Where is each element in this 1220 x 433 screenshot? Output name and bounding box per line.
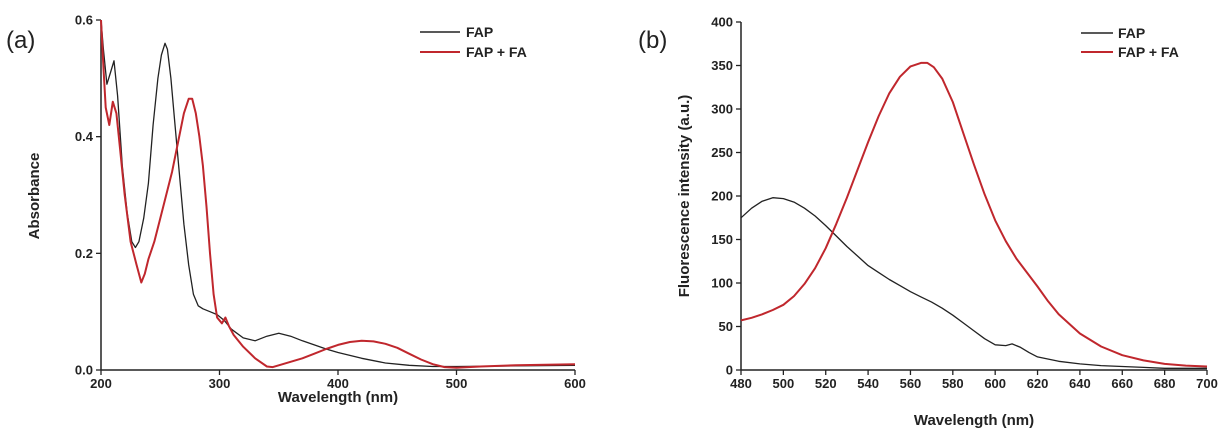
panel-a-x-tick-label: 200 (90, 376, 112, 391)
panel-b-x-tick-label: 680 (1154, 376, 1176, 391)
panel-b-x-tick-label: 660 (1111, 376, 1133, 391)
panel-a-legend-label-fap: FAP (466, 24, 493, 40)
panel-b-x-tick-label: 580 (942, 376, 964, 391)
panel-b-y-tick-label: 350 (711, 58, 733, 73)
panel-b-x-tick-label: 700 (1196, 376, 1218, 391)
panel-b-legend: FAP FAP + FA (1081, 25, 1179, 60)
panel-a-series (100, 19, 576, 369)
panel-a-series-line-fap-fa (100, 19, 576, 369)
panel-b-y-axis-title: Fluorescence intensity (a.u.) (676, 95, 693, 298)
panel-a-legend-label-fap-fa: FAP + FA (466, 44, 527, 60)
panel-b-y-tick-label: 200 (711, 189, 733, 204)
panel-b-y-tick-label: 400 (711, 15, 733, 30)
panel-a-y-tick-label: 0.0 (75, 363, 93, 378)
panel-b-series-line-fap-fa (740, 61, 1208, 368)
panel-b-x-tick-label: 600 (984, 376, 1006, 391)
panel-b-label: (b) (638, 27, 667, 54)
panel-a-y-axis-title: Absorbance (26, 153, 43, 240)
panel-a-label: (a) (6, 27, 35, 54)
panel-b-x-tick-label: 500 (773, 376, 795, 391)
panel-b-y-tick-label: 100 (711, 276, 733, 291)
panel-a: (a) 200 300 400 500 600 0.0 0.2 0.4 0.6 Waveleng… (6, 13, 586, 407)
panel-b-series-line-fap (740, 197, 1207, 369)
panel-b: (b) 480 500 520 540 560 580 600 620 640 660 680 700… (638, 15, 1218, 430)
panel-b-series (740, 61, 1208, 369)
panel-b-x-axis-title: Wavelength (nm) (914, 412, 1034, 429)
panel-a-x-tick-label: 300 (209, 376, 231, 391)
panel-b-y-tick-label: 150 (711, 232, 733, 247)
panel-b-x-tick-label: 620 (1027, 376, 1049, 391)
panel-a-series-line-fap (100, 19, 576, 368)
panel-a-y-tick-label: 0.4 (75, 129, 94, 144)
panel-b-legend-label-fap-fa: FAP + FA (1118, 44, 1179, 60)
panel-b-x-tick-label: 640 (1069, 376, 1091, 391)
panel-a-x-tick-label: 400 (327, 376, 349, 391)
panel-a-x-axis-title: Wavelength (nm) (278, 389, 398, 406)
panel-a-ticks: 200 300 400 500 600 0.0 0.2 0.4 0.6 (75, 13, 586, 392)
panel-b-y-tick-label: 250 (711, 145, 733, 160)
panel-b-x-tick-label: 540 (857, 376, 879, 391)
panel-a-x-tick-label: 600 (564, 376, 586, 391)
panel-b-x-tick-label: 520 (815, 376, 837, 391)
panel-b-y-tick-label: 50 (719, 319, 733, 334)
panel-b-x-tick-label: 480 (730, 376, 752, 391)
panel-a-y-tick-label: 0.6 (75, 13, 93, 28)
panel-a-legend: FAP FAP + FA (420, 24, 527, 60)
panel-a-y-tick-label: 0.2 (75, 246, 93, 261)
panel-b-x-tick-label: 560 (900, 376, 922, 391)
panel-a-x-tick-label: 500 (446, 376, 468, 391)
panel-b-legend-label-fap: FAP (1118, 25, 1145, 41)
panel-b-ticks: 480 500 520 540 560 580 600 620 640 660 680 700 0 50 1… (711, 15, 1218, 392)
panel-b-y-tick-label: 300 (711, 102, 733, 117)
panel-b-y-tick-label: 0 (726, 363, 733, 378)
